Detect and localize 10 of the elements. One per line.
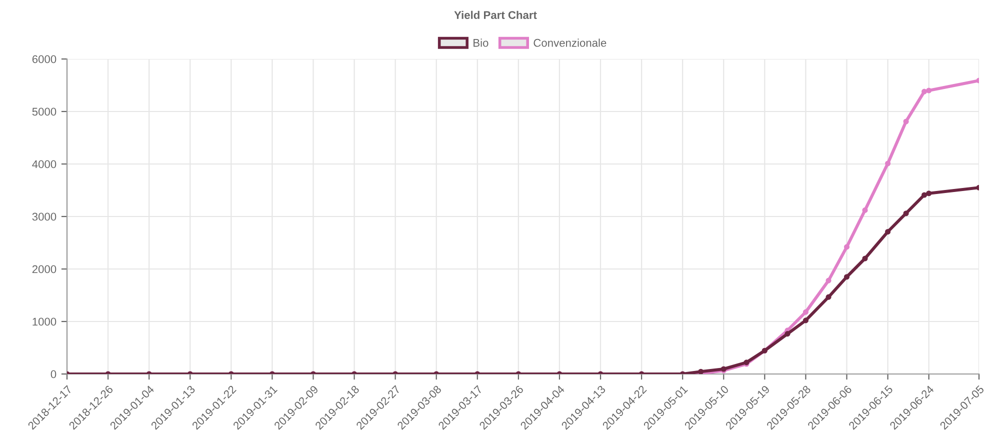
y-tick-label: 6000 bbox=[32, 55, 56, 64]
y-tick-label: 5000 bbox=[32, 108, 56, 116]
chart-title: Yield Part Chart bbox=[454, 10, 537, 19]
y-tick-label: 0 bbox=[50, 370, 56, 378]
legend-label: Convenzionale bbox=[534, 38, 606, 47]
y-tick-label: 3000 bbox=[32, 212, 56, 221]
y-tick-label: 4000 bbox=[32, 160, 56, 168]
legend-label: Bio bbox=[474, 38, 488, 47]
y-tick-label: 1000 bbox=[32, 318, 56, 326]
y-tick-label: 2000 bbox=[32, 265, 56, 274]
